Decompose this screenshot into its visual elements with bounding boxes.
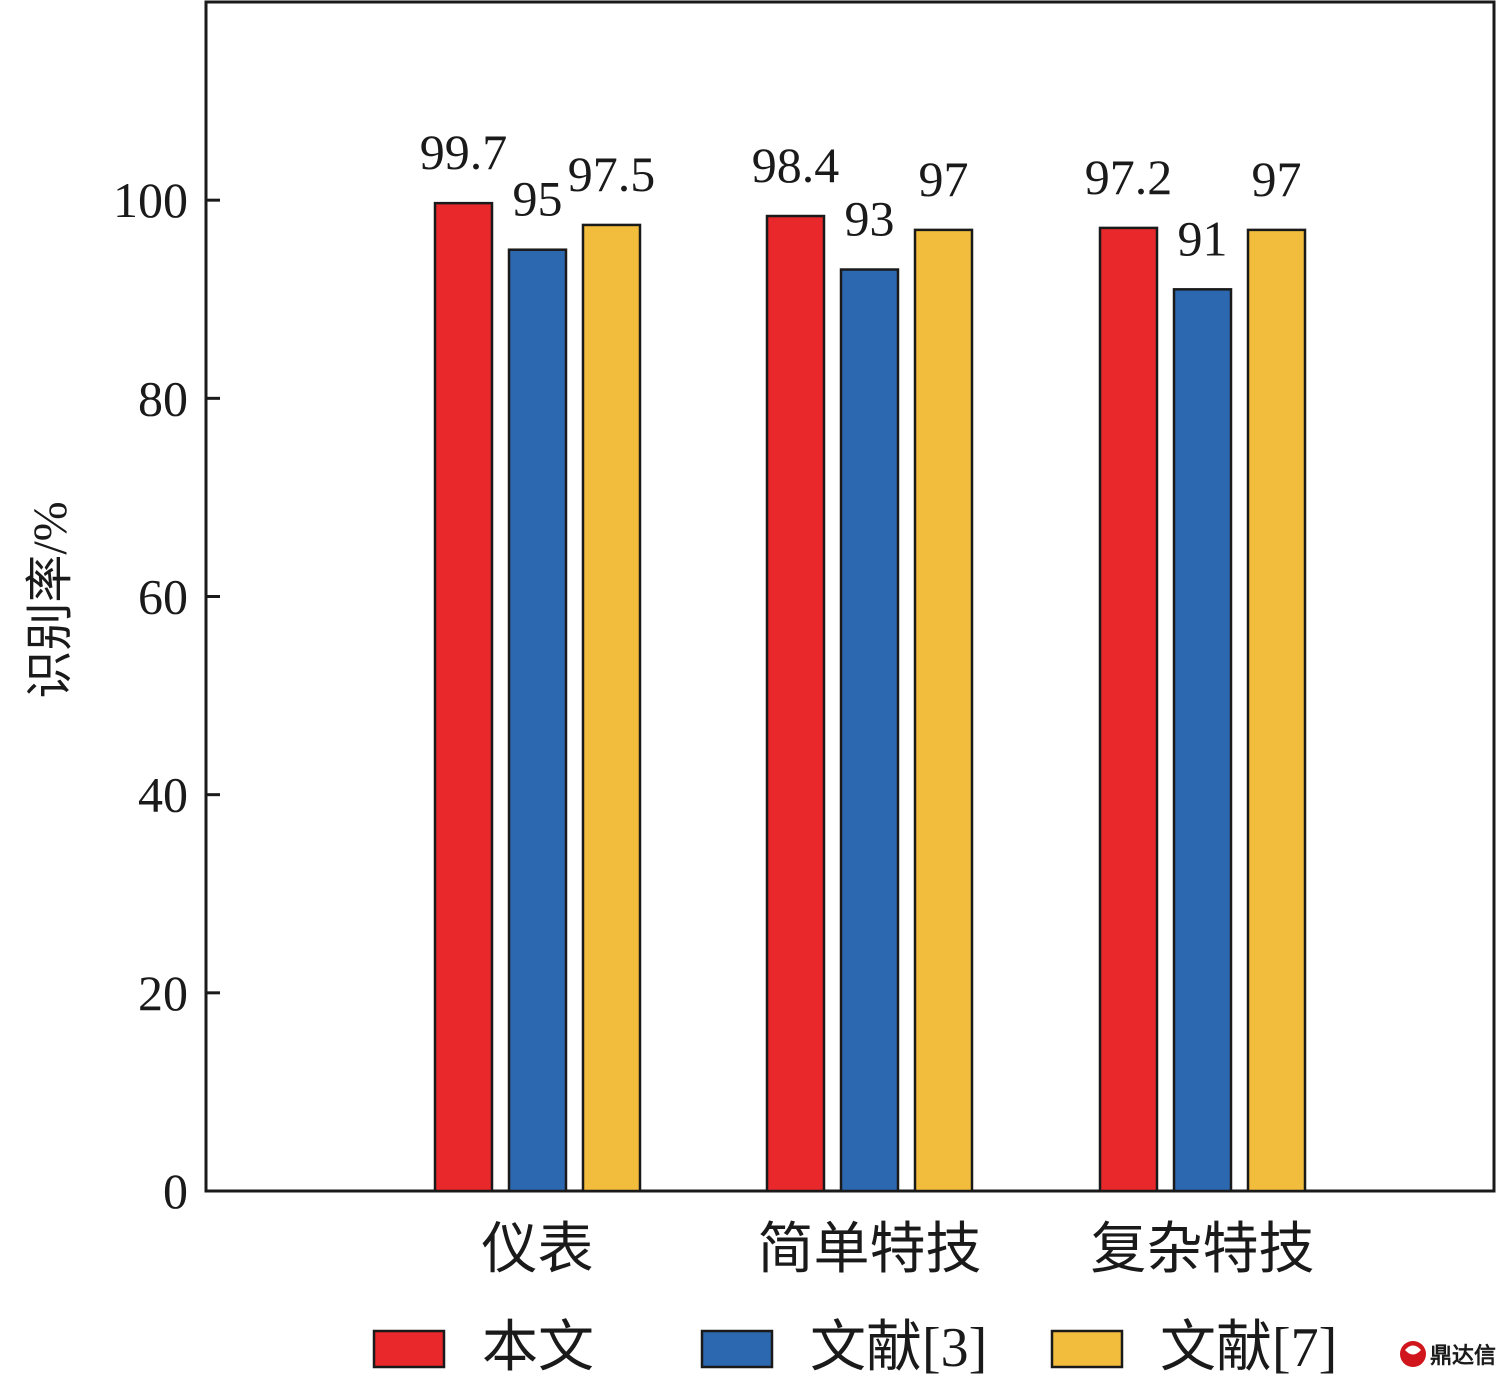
bar	[1246, 228, 1307, 1193]
y-axis: 0 20 40 60 80 100	[113, 172, 220, 1219]
data-label: 97.5	[568, 146, 656, 202]
y-tick-label: 100	[113, 172, 188, 228]
watermark: 鼎达信	[1400, 1341, 1496, 1368]
x-tick-label: 复杂特技	[1091, 1219, 1315, 1281]
data-label: 97.2	[1085, 149, 1173, 205]
legend: 本文 文献[3] 文献[7]	[372, 1317, 1337, 1376]
legend-label: 文献[3]	[810, 1317, 987, 1376]
data-label: 98.4	[752, 137, 840, 193]
watermark-text: 鼎达信	[1430, 1343, 1496, 1368]
bar	[507, 248, 568, 1193]
y-tick-label: 0	[163, 1163, 188, 1219]
legend-label: 本文	[482, 1317, 594, 1376]
data-label: 95	[513, 171, 563, 227]
data-labels: 99.795 97.5 98.493 97 97.291 97	[420, 124, 1302, 266]
bar	[1098, 226, 1159, 1193]
bar	[433, 201, 494, 1193]
data-label: 99.7	[420, 124, 508, 180]
data-label: 91	[1178, 210, 1228, 266]
bar	[1172, 288, 1233, 1193]
legend-swatch	[1050, 1329, 1124, 1369]
y-axis-label: 识别率/%	[24, 501, 77, 698]
bar	[913, 228, 974, 1193]
y-tick-label: 40	[138, 767, 188, 823]
y-tick-label: 20	[138, 965, 188, 1021]
bar	[765, 214, 826, 1193]
legend-swatch	[700, 1329, 774, 1369]
bar	[839, 268, 900, 1193]
bars	[433, 201, 1307, 1193]
legend-label: 文献[7]	[1160, 1317, 1337, 1376]
x-tick-label: 仪表	[482, 1219, 594, 1281]
watermark-logo-mark	[1405, 1345, 1421, 1355]
legend-swatch	[372, 1329, 446, 1369]
x-tick-label: 简单特技	[758, 1219, 982, 1281]
data-label: 97	[1252, 151, 1302, 207]
data-label: 93	[845, 191, 895, 247]
data-label: 97	[919, 151, 969, 207]
y-tick-label: 80	[138, 370, 188, 426]
y-tick-label: 60	[138, 569, 188, 625]
x-axis: 仪表 简单特技 复杂特技	[482, 1219, 1315, 1281]
bar	[581, 223, 642, 1193]
